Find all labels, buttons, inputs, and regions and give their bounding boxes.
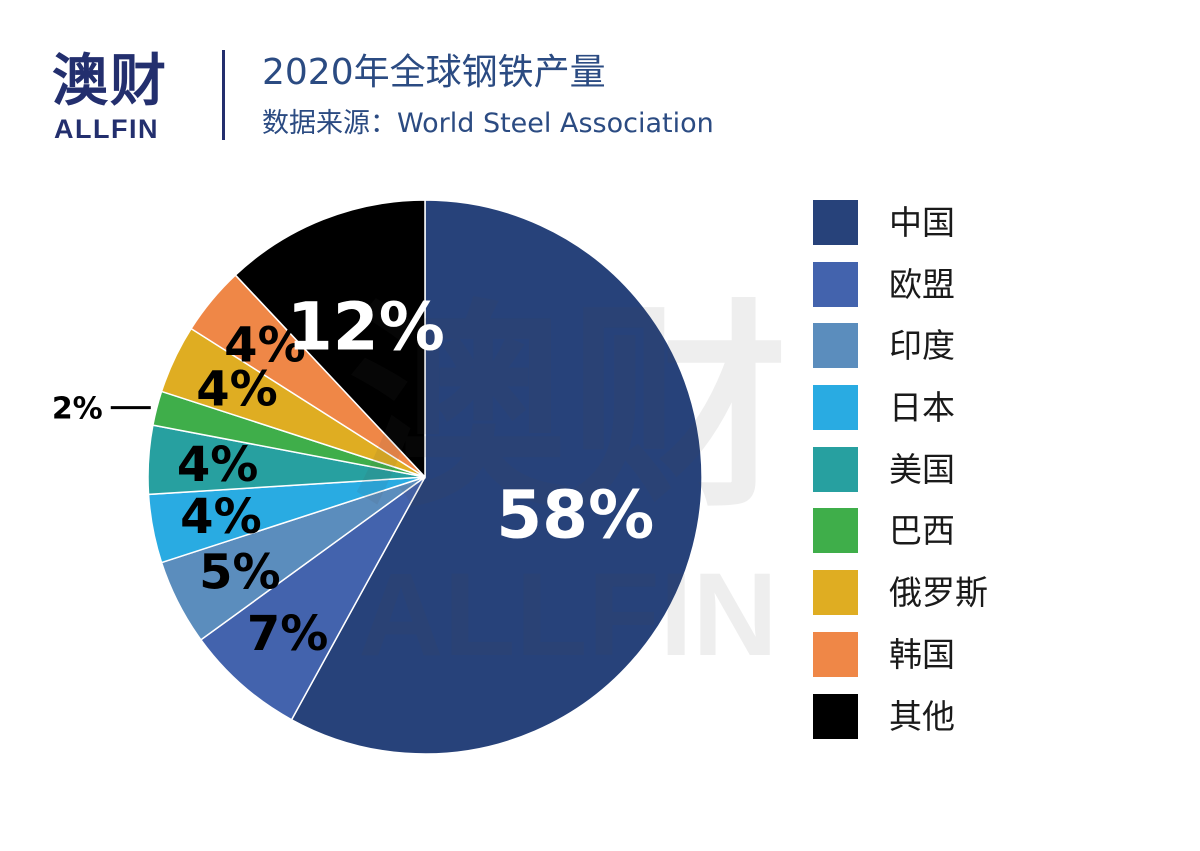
legend-label-3: 日本 bbox=[889, 388, 955, 428]
legend-swatch-2 bbox=[813, 323, 858, 369]
chart-legend: 中国欧盟印度日本美国巴西俄罗斯韩国其他 bbox=[813, 198, 1173, 753]
legend-label-7: 韩国 bbox=[889, 634, 955, 674]
legend-item-3: 日本 bbox=[813, 383, 1173, 445]
legend-swatch-3 bbox=[813, 385, 858, 431]
legend-item-2: 印度 bbox=[813, 321, 1173, 383]
watermark-cn: 澳财 bbox=[348, 281, 788, 537]
legend-swatch-5 bbox=[813, 508, 858, 554]
pie-slice-0 bbox=[290, 199, 703, 755]
pie-slice-8 bbox=[234, 199, 426, 479]
chart-header: 澳财 ALLFIN 2020年全球钢铁产量 数据来源：World Steel A… bbox=[0, 0, 1200, 160]
slice-label-2: 5% bbox=[199, 544, 281, 600]
slice-label-5: 2% bbox=[52, 392, 103, 427]
pie-slices bbox=[147, 199, 703, 755]
legend-item-4: 美国 bbox=[813, 445, 1173, 507]
header-divider bbox=[222, 50, 225, 140]
legend-label-8: 其他 bbox=[889, 696, 955, 736]
legend-item-0: 中国 bbox=[813, 198, 1173, 260]
logo-en: ALLFIN bbox=[54, 114, 159, 144]
chart-title: 2020年全球钢铁产量 bbox=[262, 52, 606, 93]
chart-subtitle: 数据来源：World Steel Association bbox=[262, 108, 714, 139]
legend-item-7: 韩国 bbox=[813, 630, 1173, 692]
legend-label-6: 俄罗斯 bbox=[889, 573, 988, 613]
legend-swatch-4 bbox=[813, 446, 858, 492]
slice-label-3: 4% bbox=[180, 489, 262, 545]
slice-label-1: 7% bbox=[247, 606, 329, 662]
watermark-en: ALLFIN bbox=[358, 549, 777, 681]
legend-label-0: 中国 bbox=[889, 203, 955, 242]
legend-label-5: 巴西 bbox=[889, 511, 955, 551]
legend-swatch-7 bbox=[813, 631, 858, 677]
legend-swatch-8 bbox=[813, 693, 858, 739]
legend-item-6: 俄罗斯 bbox=[813, 568, 1173, 630]
legend-label-1: 欧盟 bbox=[889, 264, 955, 304]
slice-label-6: 4% bbox=[196, 362, 278, 418]
legend-swatch-1 bbox=[813, 261, 858, 307]
legend-swatch-0 bbox=[813, 200, 858, 245]
logo-cn: 澳财 bbox=[52, 49, 168, 114]
slice-labels: 58%7%5%4%4%2% 4%4%12% bbox=[52, 289, 654, 662]
pie-slice-1 bbox=[199, 476, 426, 721]
slice-label-8: 12% bbox=[287, 289, 445, 366]
legend-label-2: 印度 bbox=[889, 326, 955, 366]
watermark: 澳财 ALLFIN bbox=[348, 281, 788, 681]
legend-item-1: 欧盟 bbox=[813, 260, 1173, 322]
allfin-logo: 澳财 ALLFIN bbox=[52, 50, 182, 146]
legend-item-8: 其他 bbox=[813, 692, 1173, 754]
legend-label-4: 美国 bbox=[889, 449, 955, 489]
legend-swatch-6 bbox=[813, 570, 858, 616]
slice-label-7: 4% bbox=[224, 318, 306, 374]
slice-label-4: 4% bbox=[177, 437, 259, 493]
slice-label-0: 58% bbox=[496, 477, 654, 554]
legend-item-5: 巴西 bbox=[813, 506, 1173, 568]
